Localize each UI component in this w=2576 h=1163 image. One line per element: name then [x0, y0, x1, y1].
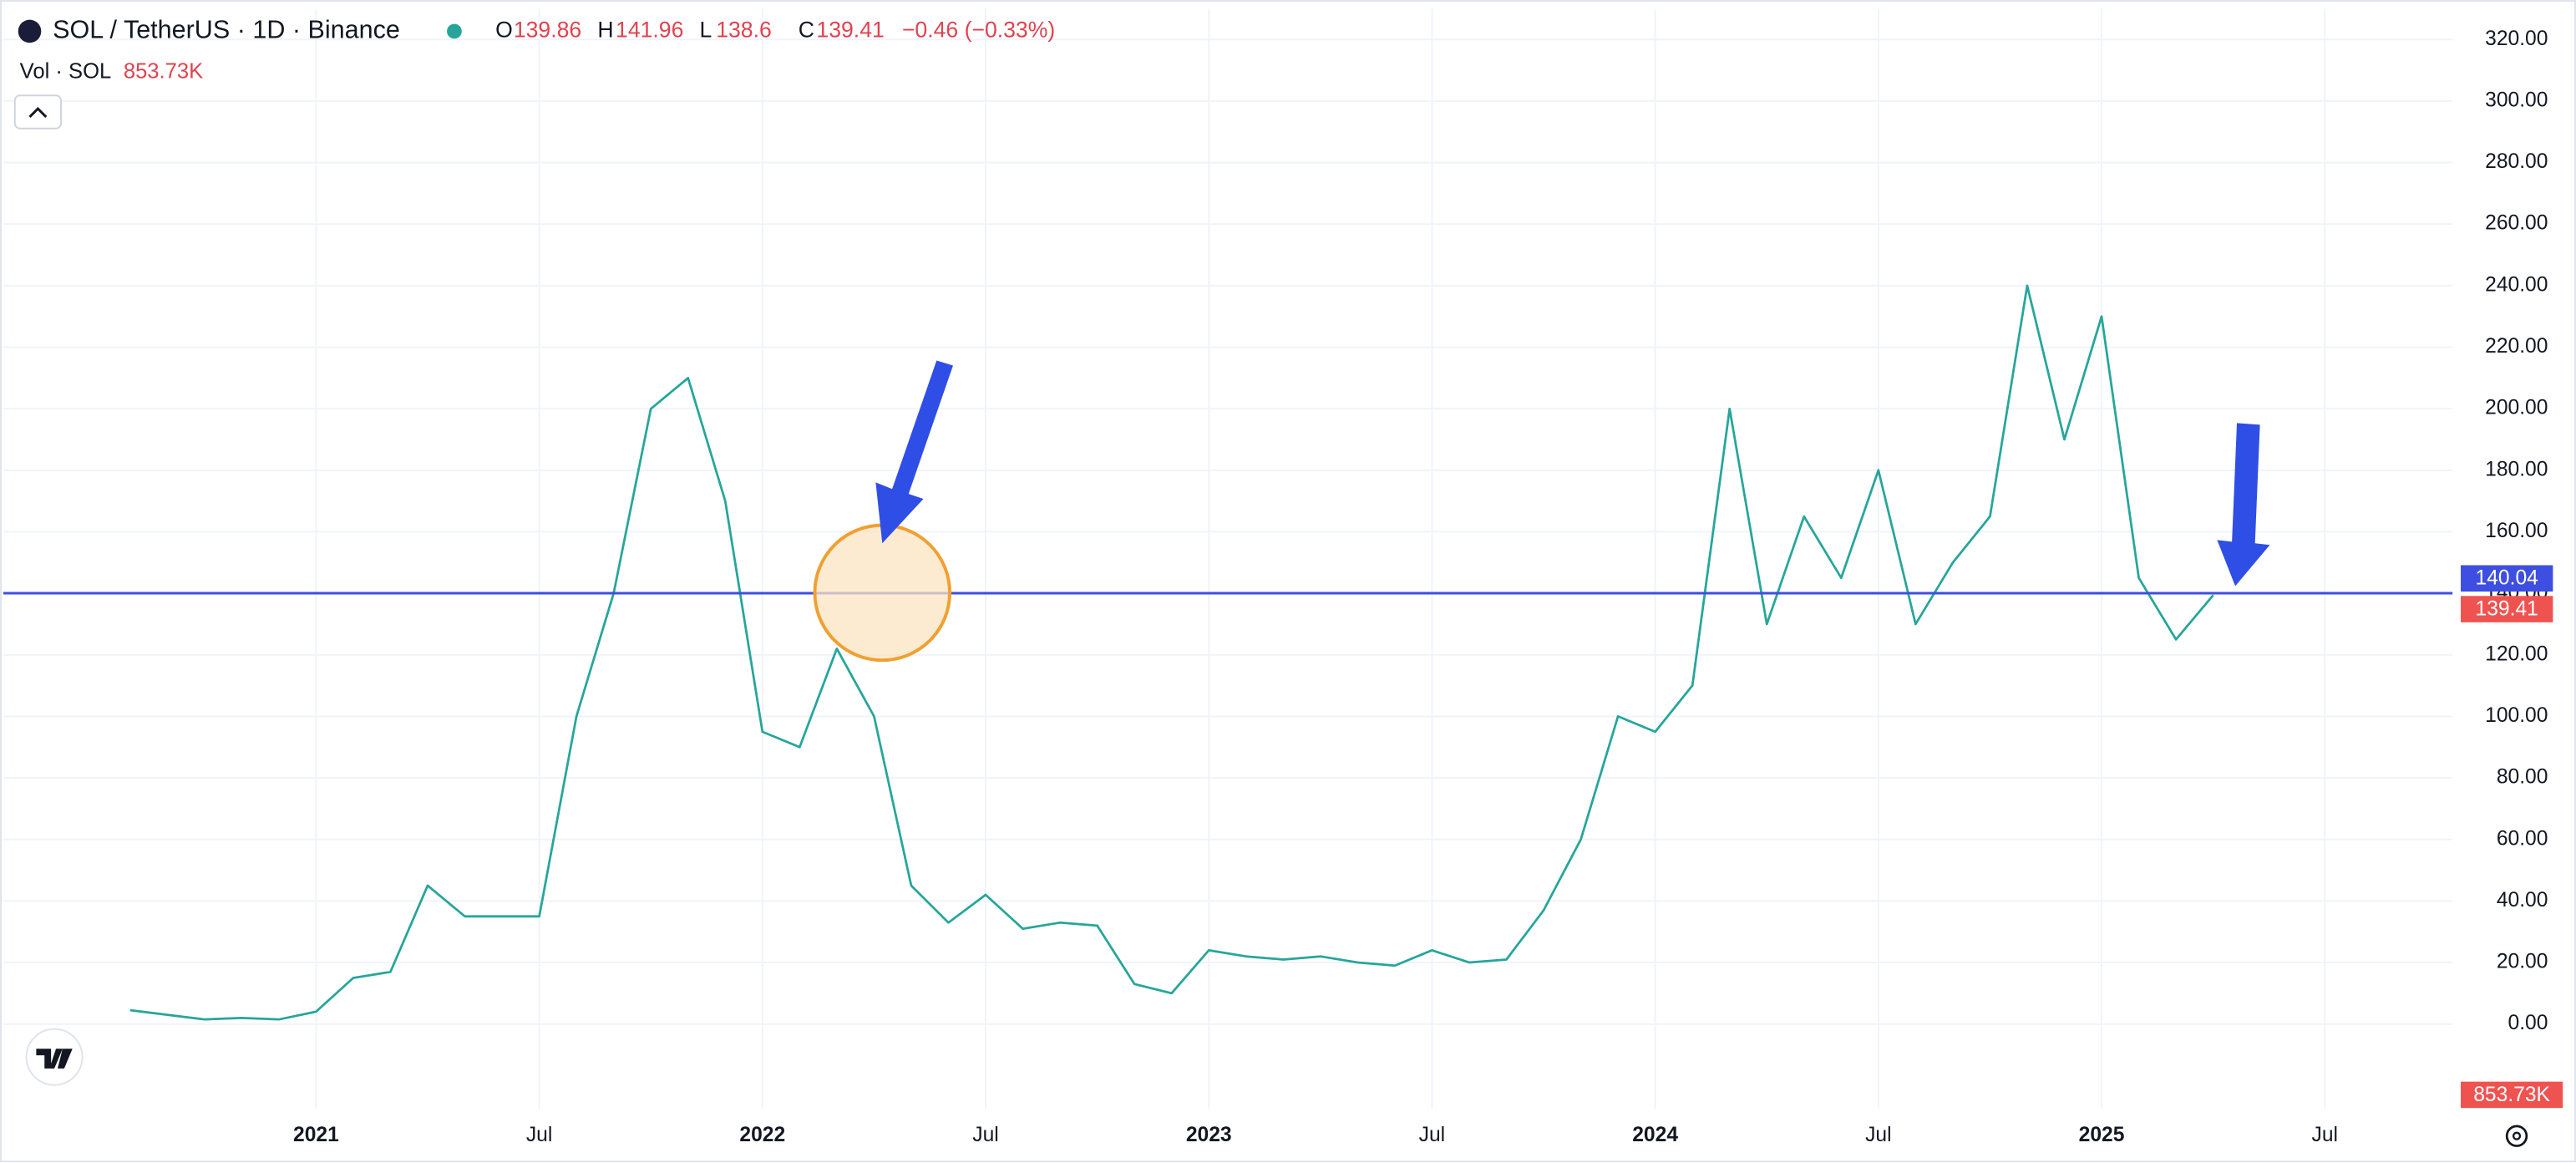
volume-value: 853.73K [124, 59, 203, 83]
y-tick-label: 240.00 [2485, 273, 2548, 296]
price-line [129, 284, 2214, 1021]
ohlc: O 139.86 H 141.96 L 138.6 C 139.41 −0.46… [495, 17, 1055, 42]
x-tick-label: Jul [972, 1124, 998, 1146]
symbol-icon [18, 19, 42, 43]
price-tag-text: 139.41 [2476, 598, 2538, 621]
volume-tag-text: 853.73K [2473, 1084, 2550, 1106]
x-tick-label: 2022 [739, 1124, 785, 1146]
price-tag [2461, 596, 2553, 622]
arrow [2217, 423, 2270, 587]
highlight-circle [813, 523, 952, 663]
ohlc-label: H [597, 17, 613, 42]
x-tick-label: Jul [526, 1124, 552, 1146]
y-tick-label: 300.00 [2485, 89, 2548, 111]
ohlc-change: −0.46 (−0.33%) [902, 17, 1055, 42]
volume-label: Vol · SOL [20, 59, 112, 83]
hline-tag [2461, 565, 2553, 592]
x-tick-label: 2025 [2079, 1124, 2125, 1146]
settings-icon [2512, 1131, 2522, 1140]
settings-button[interactable] [2505, 1125, 2528, 1147]
market-status [447, 23, 462, 39]
y-tick-label: 200.00 [2485, 397, 2548, 419]
plot [3, 284, 2453, 1021]
hline-tag-text: 140.04 [2476, 567, 2538, 590]
collapse-button[interactable] [13, 94, 62, 130]
y-tick-label: 60.00 [2497, 827, 2548, 850]
symbol-title: SOL / TetherUS · 1D · Binance [53, 16, 400, 44]
y-tick-label: 220.00 [2485, 335, 2548, 358]
x-tick-label: 2024 [1632, 1124, 1678, 1146]
ohlc-label: O [495, 17, 513, 42]
collapse-icon [28, 106, 48, 118]
ohlc-value: 139.41 [816, 17, 884, 42]
y-tick-label: 80.00 [2497, 766, 2548, 789]
x-tick-label: Jul [1865, 1124, 1891, 1146]
y-tick-label: 260.00 [2485, 212, 2548, 235]
y-tick-label: 320.00 [2485, 28, 2548, 50]
logo-mark [36, 1049, 73, 1069]
y-tick-label: 40.00 [2497, 889, 2548, 912]
ohlc-value: 141.96 [616, 17, 683, 42]
x-tick-label: Jul [2312, 1124, 2338, 1146]
volume-tag [2461, 1081, 2563, 1109]
y-tick-label: 280.00 [2485, 150, 2548, 173]
ohlc-label: C [799, 17, 814, 42]
y-tick-label: 100.00 [2485, 704, 2548, 727]
ohlc-label: L [700, 17, 712, 42]
y-tick-label: 20.00 [2497, 951, 2548, 973]
x-tick-label: 2021 [293, 1124, 339, 1146]
x-tick-label: Jul [1419, 1124, 1445, 1146]
arrow [875, 360, 953, 544]
ohlc-value: 139.86 [514, 17, 581, 42]
ohlc-value: 138.6 [716, 17, 772, 42]
grid [3, 8, 2453, 1109]
x-tick-label: 2023 [1186, 1124, 1232, 1146]
y-tick-label: 0.00 [2508, 1012, 2548, 1034]
y-tick-label: 120.00 [2485, 642, 2548, 665]
y-tick-label: 160.00 [2485, 520, 2548, 542]
y-tick-label: 180.00 [2485, 458, 2548, 480]
